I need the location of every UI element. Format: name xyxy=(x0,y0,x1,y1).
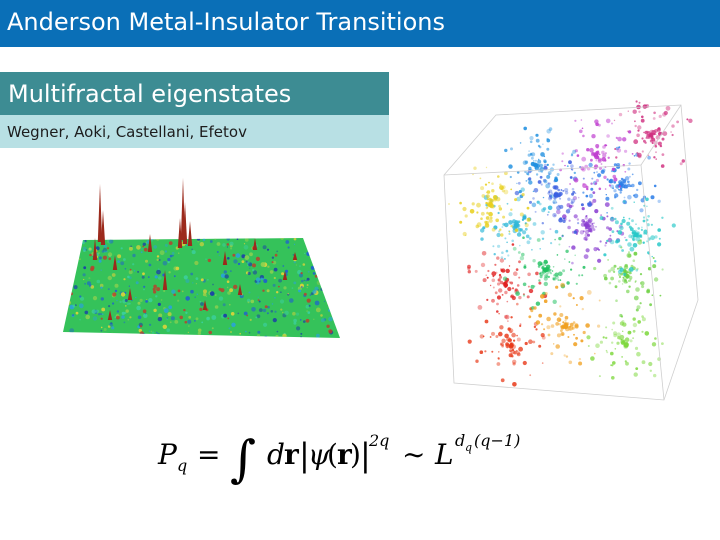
slide-title: Anderson Metal-Insulator Transitions xyxy=(7,8,445,36)
surface-peaks xyxy=(92,178,298,320)
slide-subtitle: Multifractal eigenstates xyxy=(8,80,292,108)
formula-exponent-d: d xyxy=(455,431,465,450)
formula-paren-close: ) xyxy=(350,438,361,471)
subtitle-box: Multifractal eigenstates xyxy=(0,72,389,115)
formula-sim: ∼ xyxy=(402,438,425,471)
formula-exponent-2q: 2q xyxy=(368,431,389,450)
eigenstate-surface-plot xyxy=(63,178,340,338)
formula-bar-open: | xyxy=(299,436,310,474)
author-list: Wegner, Aoki, Castellani, Efetov xyxy=(7,123,247,141)
multifractal-moment-formula: P q = ∫ d r | ψ ( r ) | 2q ∼ L d q (q−1) xyxy=(157,430,520,488)
formula-r-bold-2: r xyxy=(337,438,353,471)
formula-exponent-d-subscript: q xyxy=(465,441,472,454)
formula-equals: = xyxy=(197,438,220,471)
formula-integral: ∫ xyxy=(230,430,256,488)
formula-d: d xyxy=(267,438,285,471)
formula-r-bold: r xyxy=(284,438,300,471)
formula-bar-close: | xyxy=(360,436,371,474)
formula-paren-open: ( xyxy=(327,438,338,471)
formula-psi: ψ xyxy=(308,438,331,471)
formula-exponent-rest: (q−1) xyxy=(474,431,520,450)
author-box: Wegner, Aoki, Castellani, Efetov xyxy=(0,115,389,148)
formula-p: P xyxy=(157,438,178,471)
title-bar: Anderson Metal-Insulator Transitions xyxy=(0,0,720,47)
formula-p-subscript: q xyxy=(177,456,187,475)
eigenstate-cube-plot xyxy=(443,100,699,401)
cube-edges xyxy=(443,104,699,401)
cube-point-cloud xyxy=(448,100,693,387)
surface-plane xyxy=(63,238,340,338)
formula-l: L xyxy=(434,438,454,471)
